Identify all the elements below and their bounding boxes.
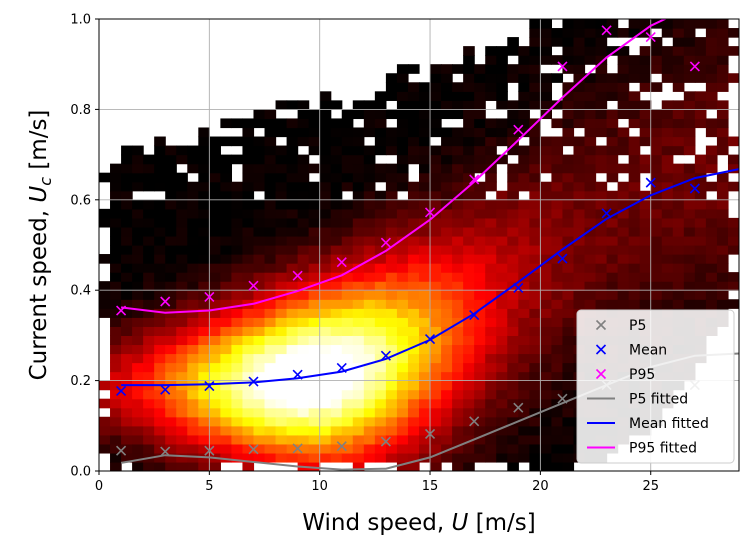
point-p95 xyxy=(469,174,480,185)
point-p95 xyxy=(248,280,259,291)
point-mean xyxy=(160,384,171,395)
legend-marker xyxy=(595,368,607,380)
point-mean xyxy=(645,177,656,188)
point-p5 xyxy=(116,445,127,456)
point-p5 xyxy=(248,444,259,455)
legend-marker xyxy=(595,344,607,355)
point-p5 xyxy=(160,446,171,457)
legend-entry-p95: P95 xyxy=(595,367,655,383)
point-mean xyxy=(380,350,391,361)
point-mean xyxy=(557,253,568,264)
point-p5 xyxy=(469,416,480,427)
point-p95 xyxy=(204,291,215,303)
legend-label: Mean xyxy=(629,343,667,359)
point-p95 xyxy=(689,61,700,72)
legend: P5 Mean P95 P5 fitted Mean fitted P95 fitted xyxy=(576,309,735,464)
x-tick-label: 5 xyxy=(205,479,213,494)
y-tick-label: 0.0 xyxy=(70,465,91,480)
point-mean xyxy=(689,183,700,194)
x-axis-label: Wind speed, U [m/s] xyxy=(302,510,535,536)
point-p95 xyxy=(513,124,524,135)
legend-label: P95 xyxy=(629,367,655,383)
legend-label: Mean fitted xyxy=(629,416,709,432)
legend-entry-p5-fitted: P5 fitted xyxy=(587,392,688,408)
y-tick-label: 1.0 xyxy=(70,13,91,28)
y-tick-label: 0.4 xyxy=(70,284,91,299)
point-mean xyxy=(292,369,303,380)
point-p5 xyxy=(336,441,347,452)
x-tick-label: 0 xyxy=(95,479,103,494)
point-mean xyxy=(204,380,215,392)
point-p95 xyxy=(380,237,391,248)
point-p5 xyxy=(204,445,215,456)
point-mean xyxy=(601,208,612,219)
legend-entry-mean-fitted: Mean fitted xyxy=(587,416,709,432)
legend-label: P5 fitted xyxy=(629,392,688,408)
point-p95 xyxy=(645,32,656,43)
point-p5 xyxy=(292,443,303,454)
y-tick-label: 0.2 xyxy=(70,374,91,389)
point-p95 xyxy=(601,25,612,36)
point-mean xyxy=(116,385,127,397)
point-p95 xyxy=(292,270,303,281)
x-tick-label: 25 xyxy=(642,479,659,494)
legend-entry-mean: Mean xyxy=(595,343,667,359)
x-tick-label: 15 xyxy=(422,479,439,494)
point-p95 xyxy=(557,61,568,72)
x-tick-label: 10 xyxy=(311,479,328,494)
y-axis-label: Current speed, Uc [m/s] xyxy=(26,110,55,381)
legend-entry-p95-fitted: P95 fitted xyxy=(587,441,697,457)
point-mean xyxy=(336,362,347,374)
point-p5 xyxy=(557,393,568,404)
x-tick-label: 20 xyxy=(532,479,549,494)
point-p95 xyxy=(116,305,127,316)
point-p5 xyxy=(380,436,391,447)
legend-label: P95 fitted xyxy=(629,441,697,457)
point-p95 xyxy=(336,257,347,268)
point-mean xyxy=(424,333,436,345)
point-p5 xyxy=(424,428,436,440)
line-p95-fitted xyxy=(120,19,668,314)
point-mean xyxy=(513,282,524,294)
density-heatmap xyxy=(99,19,739,471)
point-p95 xyxy=(160,296,171,307)
legend-box xyxy=(576,309,735,464)
legend-entry-p5: P5 xyxy=(595,318,646,334)
y-tick-label: 0.8 xyxy=(70,103,91,118)
point-mean xyxy=(469,309,480,321)
legend-label: P5 xyxy=(629,318,646,334)
axis-ticks: 0 5 10 15 20 25 0.0 0.2 0.4 0.6 0.8 1.0 xyxy=(70,13,659,495)
point-p95 xyxy=(424,207,436,218)
point-p5 xyxy=(513,402,524,413)
plot-frame xyxy=(98,18,740,472)
point-mean xyxy=(248,376,259,387)
y-tick-label: 0.6 xyxy=(70,193,91,208)
legend-marker xyxy=(595,319,607,331)
